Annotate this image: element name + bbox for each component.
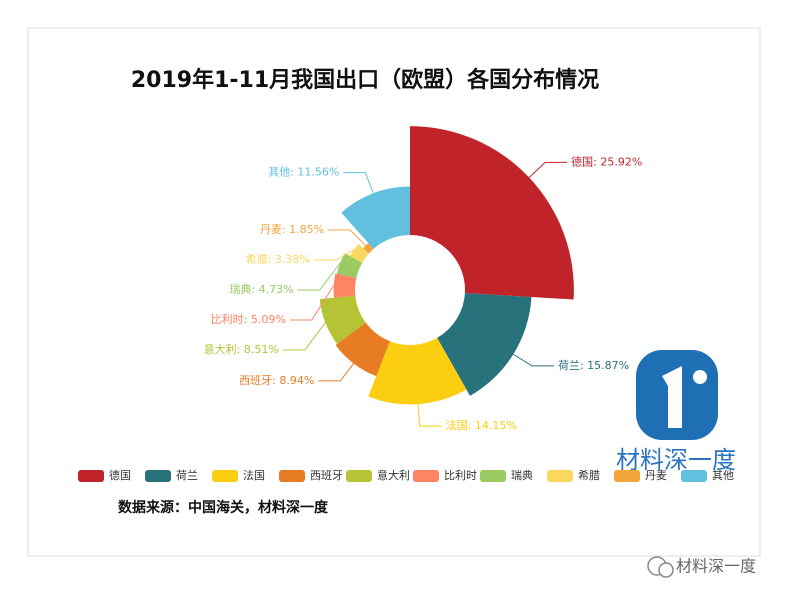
logo-one — [662, 366, 682, 428]
label-leader — [328, 229, 367, 246]
legend-label: 德国 — [109, 468, 131, 482]
data-label: 荷兰: 15.87% — [558, 359, 629, 372]
legend-label: 西班牙 — [310, 469, 343, 482]
rose-slice — [336, 253, 363, 279]
rose-slice — [333, 273, 357, 298]
data-label: 希腊: 3.38% — [246, 252, 310, 266]
label-leader — [513, 353, 554, 367]
data-label: 法国: 14.15% — [446, 418, 517, 432]
legend-label: 希腊 — [578, 468, 600, 482]
legend-swatch — [78, 470, 104, 482]
legend-swatch — [145, 470, 171, 482]
rose-slice — [335, 322, 390, 377]
watermark: 材料深一度 — [647, 556, 756, 578]
label-leader — [297, 262, 341, 291]
watermark-text: 材料深一度 — [676, 557, 756, 576]
logo: 材料深一度 — [616, 350, 736, 474]
label-leader — [417, 404, 442, 427]
rose-slice — [341, 186, 410, 249]
legend-label: 法国 — [243, 468, 265, 482]
legend-swatch — [547, 470, 573, 482]
legend-label: 其他 — [712, 469, 734, 482]
rose-slice — [319, 295, 366, 344]
data-label: 比利时: 5.09% — [211, 313, 286, 326]
label-leader — [343, 172, 374, 194]
rose-slice — [437, 293, 532, 396]
data-label: 德国: 25.92% — [571, 154, 642, 168]
legend-swatch — [480, 470, 506, 482]
source-note: 数据来源：中国海关，材料深一度 — [118, 499, 329, 516]
watermark-icon — [658, 562, 674, 578]
label-leader — [528, 161, 568, 178]
logo-dot — [693, 370, 707, 384]
chart-title: 2019年1-11月我国出口（欧盟）各国分布情况 — [131, 67, 599, 93]
data-label: 西班牙: 8.94% — [239, 374, 314, 387]
label-leader — [318, 363, 355, 382]
rose-slice — [368, 337, 467, 405]
rose-slice — [363, 243, 374, 254]
data-label: 丹麦: 1.85% — [260, 223, 324, 236]
rose-slice — [349, 243, 369, 263]
legend-swatch — [279, 470, 305, 482]
legend-swatch — [346, 470, 372, 482]
legend-swatch — [681, 470, 707, 482]
legend-swatch — [212, 470, 238, 482]
data-label: 其他: 11.56% — [268, 166, 339, 179]
data-label: 瑞典: 4.73% — [229, 282, 293, 296]
chart-frame — [27, 27, 761, 557]
rose-slice — [410, 126, 574, 300]
label-leader — [313, 249, 355, 261]
legend-swatch — [413, 470, 439, 482]
legend-label: 意大利 — [377, 468, 410, 482]
legend-label: 丹麦 — [645, 469, 667, 482]
legend-label: 瑞典 — [511, 468, 533, 482]
label-leader — [282, 322, 326, 351]
label-leader — [289, 285, 335, 321]
legend-label: 比利时 — [444, 469, 477, 482]
legend-label: 荷兰 — [176, 469, 198, 482]
data-label: 意大利: 8.51% — [204, 342, 279, 356]
logo-text: 材料深一度 — [616, 446, 736, 474]
legend-swatch — [614, 470, 640, 482]
